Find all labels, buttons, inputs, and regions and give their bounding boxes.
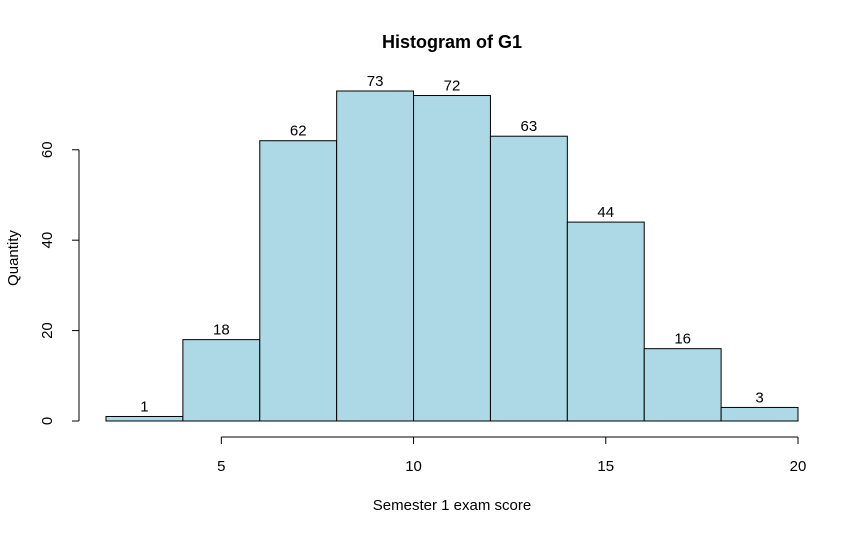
histogram-bar (182, 339, 261, 422)
x-axis-label: Semester 1 exam score (373, 497, 531, 514)
y-tick-label: 20 (39, 322, 56, 339)
y-axis: 0 20 40 60 (39, 141, 80, 425)
bar-value-label: 63 (521, 118, 538, 135)
bar-value-label: 1 (140, 398, 148, 415)
bar-value-label: 62 (290, 123, 307, 140)
bar-value-label: 18 (213, 322, 230, 339)
histogram-bar (105, 415, 184, 422)
bar-value-label: 3 (755, 389, 763, 406)
chart-title: Histogram of G1 (382, 32, 522, 52)
histogram-bar (720, 406, 799, 422)
bar-value-label: 72 (444, 78, 461, 95)
histogram-bar (336, 90, 415, 422)
y-tick-label: 60 (39, 141, 56, 158)
bars-group (105, 90, 799, 422)
bar-value-label: 73 (367, 73, 384, 90)
bar-labels-group: 1 18 62 73 72 63 44 16 3 (140, 73, 763, 415)
bar-value-label: 16 (674, 331, 691, 348)
x-tick-label: 10 (405, 458, 422, 475)
histogram-bar (259, 140, 338, 422)
bar-value-label: 44 (597, 204, 614, 221)
y-tick-label: 0 (39, 417, 56, 425)
histogram-bar (643, 348, 722, 422)
histogram-bar (566, 221, 645, 422)
histogram-bar (489, 135, 568, 422)
y-axis-label: Quantity (5, 230, 22, 286)
x-axis: 5 10 15 20 (217, 436, 807, 475)
x-tick-label: 20 (790, 458, 807, 475)
x-tick-label: 5 (217, 458, 225, 475)
histogram-bar (413, 95, 491, 422)
x-tick-label: 15 (597, 458, 614, 475)
y-tick-label: 40 (39, 232, 56, 249)
